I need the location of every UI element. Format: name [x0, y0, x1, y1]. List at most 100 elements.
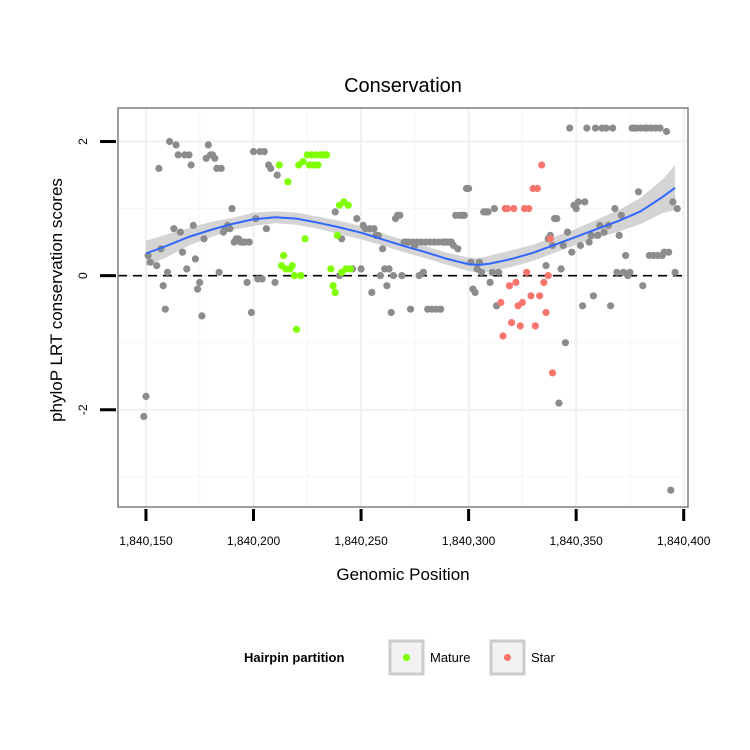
data-point-other	[271, 278, 279, 286]
legend-label-star: Star	[531, 650, 556, 665]
y-tick-label: 0	[76, 272, 90, 279]
data-point-other	[477, 268, 486, 276]
data-point-other	[589, 292, 598, 300]
data-point-star	[533, 184, 542, 193]
data-point-other	[609, 124, 617, 132]
data-point-other	[185, 151, 193, 159]
data-point-star	[497, 298, 505, 307]
data-point-other	[555, 399, 563, 407]
y-tick-label: 2	[76, 138, 90, 145]
data-point-other	[557, 265, 565, 273]
data-point-star	[505, 282, 514, 290]
x-tick-label: 1,840,300	[442, 534, 496, 548]
x-tick-label: 1,840,400	[657, 534, 711, 548]
data-point-other	[585, 238, 593, 246]
data-point-other	[484, 208, 492, 216]
data-point-other	[471, 288, 479, 296]
data-point-star	[512, 278, 520, 286]
x-tick-label: 1,840,250	[334, 534, 388, 548]
data-point-other	[389, 272, 397, 280]
data-point-other	[572, 205, 580, 213]
data-point-other	[656, 124, 664, 132]
data-point-other	[406, 305, 415, 313]
data-point-star	[508, 319, 516, 327]
data-point-other	[211, 154, 219, 162]
data-point-mature	[297, 272, 305, 280]
y-axis-label: phyloP LRT conservation scores	[47, 178, 66, 422]
data-point-other	[196, 278, 204, 286]
data-point-other	[357, 265, 365, 273]
data-point-other	[172, 141, 180, 149]
data-point-other	[587, 231, 595, 239]
data-point-mature	[331, 288, 339, 296]
chart-title: Conservation	[344, 75, 462, 97]
data-point-mature	[280, 251, 288, 260]
legend-swatch-star	[503, 653, 512, 662]
data-point-other	[174, 151, 182, 159]
data-point-mature	[314, 161, 322, 169]
data-point-other	[353, 215, 361, 223]
data-point-other	[370, 225, 378, 233]
data-point-other	[665, 248, 673, 256]
data-point-other	[611, 205, 619, 213]
data-point-other	[178, 248, 187, 256]
data-point-other	[671, 268, 679, 276]
data-point-star	[548, 369, 557, 377]
data-point-other	[613, 268, 621, 276]
data-point-other	[594, 231, 602, 239]
data-point-star	[523, 268, 531, 276]
data-point-star	[546, 235, 554, 243]
data-point-other	[600, 228, 608, 236]
data-point-other	[495, 268, 503, 276]
data-point-other	[488, 268, 496, 276]
data-point-star	[525, 205, 533, 213]
data-point-other	[398, 272, 406, 280]
data-point-other	[591, 124, 600, 132]
x-tick-label: 1,840,350	[549, 534, 603, 548]
data-point-star	[527, 292, 535, 300]
data-point-other	[267, 164, 275, 172]
data-point-other	[639, 282, 647, 290]
x-axis-ticks: 1,840,150 1,840,200 1,840,250 1,840,300 1,84…	[119, 509, 711, 548]
data-point-other	[460, 211, 468, 219]
data-point-other	[189, 221, 197, 229]
data-point-other	[542, 262, 550, 270]
data-point-other	[669, 198, 677, 206]
data-point-mature	[284, 178, 292, 186]
data-point-other	[396, 211, 404, 219]
data-point-other	[217, 164, 225, 172]
data-point-other	[607, 302, 615, 310]
data-point-other	[260, 148, 268, 156]
data-point-star	[503, 205, 511, 213]
data-point-mature	[333, 231, 341, 239]
data-point-mature	[292, 325, 301, 333]
data-point-mature	[327, 265, 335, 273]
plot-border	[117, 107, 689, 508]
data-point-other	[247, 308, 255, 317]
data-point-other	[166, 137, 174, 146]
data-point-star	[536, 292, 544, 300]
data-point-other	[387, 308, 395, 317]
data-point-other	[615, 231, 623, 239]
data-point-other	[602, 124, 610, 132]
data-point-other	[155, 164, 163, 172]
data-point-mature	[299, 158, 307, 166]
data-point-other	[617, 211, 625, 219]
data-point-other	[159, 282, 167, 290]
x-axis-label: Genomic Position	[336, 565, 469, 584]
x-tick-label: 1,840,150	[119, 534, 173, 548]
data-point-other	[153, 262, 161, 270]
data-point-other	[579, 302, 587, 310]
data-point-other	[574, 198, 582, 206]
data-point-other	[161, 305, 169, 313]
data-point-mature	[329, 282, 337, 290]
data-point-other	[563, 228, 572, 236]
data-point-other	[437, 305, 445, 313]
data-point-other	[626, 268, 634, 276]
legend-swatch-mature	[402, 653, 411, 662]
data-point-other	[486, 278, 494, 286]
smooth-line	[145, 186, 676, 266]
data-point-other	[385, 265, 393, 273]
data-point-other	[454, 245, 462, 253]
data-point-star	[544, 272, 552, 280]
